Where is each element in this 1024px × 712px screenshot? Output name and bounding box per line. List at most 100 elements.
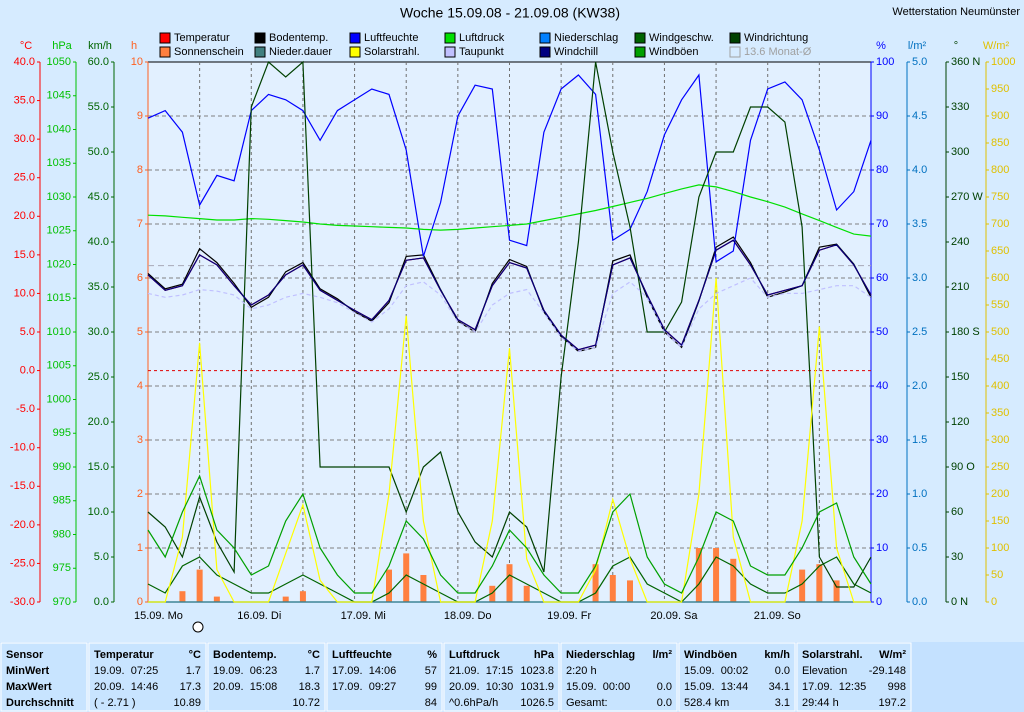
y-tick-label: 450 [991,353,1009,365]
legend-label: Windrichtung [744,32,808,44]
table-text: Durchschnitt [6,697,74,709]
legend-label: Bodentemp. [269,32,328,44]
table-value: 84 [425,697,437,709]
sunshine-bar [420,575,427,602]
y-tick-label: 1 [137,542,143,554]
legend-swatch [634,46,646,58]
y-tick-label: 9 [137,110,143,122]
table-value: 57 [425,665,437,677]
legend-label: Taupunkt [459,46,504,58]
sunshine-bar [730,558,737,602]
y-tick-label: 1025 [47,225,71,237]
legend-swatch [539,32,551,44]
sunshine-bar [403,553,410,602]
table-unit: °C [189,649,201,661]
table-text: 20.09. 15:08 [213,681,277,693]
station-name: Wetterstation Neumünster [892,6,1020,18]
table-value: 18.3 [299,681,320,693]
series-line [147,184,872,237]
sunshine-bar [282,596,289,602]
table-value: 0.0 [657,697,672,709]
legend-swatch [349,46,361,58]
y-tick-label: 10.0 [14,287,35,299]
y-tick-label: 180 S [951,326,980,338]
y-tick-label: 20 [876,488,888,500]
y-tick-label: 330 [951,101,969,113]
y-tick-label: 650 [991,245,1009,257]
table-value: -29.148 [869,665,906,677]
y-tick-label: 350 [991,407,1009,419]
table-value: 1.7 [186,665,201,677]
legend-label: Sonnenschein [174,46,244,58]
series-line [147,277,872,352]
legend-label: Nieder.dauer [269,46,332,58]
y-tick-label: 150 [991,515,1009,527]
y-tick-label: 40.0 [14,56,35,68]
sunshine-bar [213,596,220,602]
y-tick-label: 950 [991,83,1009,95]
table-text: 29:44 h [802,697,839,709]
sunshine-bar [506,564,513,602]
y-tick-label: 15.0 [88,461,109,473]
series-line [147,60,872,588]
y-tick-label: 1000 [991,56,1015,68]
x-tick-label: 21.09. So [754,610,801,622]
sunshine-bar [299,591,306,602]
series-line [147,474,872,594]
table-unit: l/m² [652,649,672,661]
y-tick-label: 850 [991,137,1009,149]
y-tick-label: 100 [876,56,894,68]
y-tick-label: 995 [53,427,71,439]
table-value: 3.1 [775,697,790,709]
table-cell [88,642,207,712]
y-tick-label: 210 [951,281,969,293]
sunshine-bar [695,548,702,602]
y-tick-label: 50 [876,326,888,338]
y-tick-label: 45.0 [88,191,109,203]
x-tick-label: 15.09. Mo [134,610,183,622]
table-value: 17.3 [180,681,201,693]
legend-swatch [349,32,361,44]
y-tick-label: 1035 [47,157,71,169]
table-cell [207,642,326,712]
table-value: 0.0 [775,665,790,677]
y-tick-label: 25.0 [14,172,35,184]
x-tick-label: 20.09. Sa [650,610,698,622]
sunshine-bar [179,591,186,602]
y-tick-label: 5.0 [20,326,35,338]
y-tick-label: 120 [951,416,969,428]
table-cell [0,642,88,712]
y-tick-label: 60 [951,506,963,518]
y-tick-label: 15.0 [14,249,35,261]
y-tick-label: 270 W [951,191,983,203]
sunshine-bar [523,585,530,602]
y-tick-label: 100 [991,542,1009,554]
y-tick-label: 3.5 [912,218,927,230]
table-text: 20.09. 14:46 [94,681,158,693]
y-tick-label: 40.0 [88,236,109,248]
legend-label: Windchill [554,46,598,58]
sunshine-bar [799,569,806,602]
y-tick-label: 1020 [47,258,71,270]
y-tick-label: 240 [951,236,969,248]
y-tick-label: 975 [53,562,71,574]
table-header: Niederschlag [566,649,635,661]
y-tick-label: 35.0 [14,94,35,106]
y-tick-label: 50.0 [88,146,109,158]
table-unit: % [427,649,437,661]
y-tick-label: 900 [991,110,1009,122]
table-text: ^0.6hPa/h [449,697,498,709]
table-cell [678,642,796,712]
table-cell [560,642,678,712]
series-line [147,236,872,352]
series-line [147,556,872,603]
y-tick-label: -25.0 [10,557,35,569]
y-tick-label: 1040 [47,123,71,135]
table-text: 528.4 km [684,697,729,709]
y-tick-label: 2 [137,488,143,500]
table-cell [796,642,912,712]
table-text: 17.09. 14:06 [332,665,396,677]
table-unit: W/m² [879,649,906,661]
y-tick-label: 800 [991,164,1009,176]
